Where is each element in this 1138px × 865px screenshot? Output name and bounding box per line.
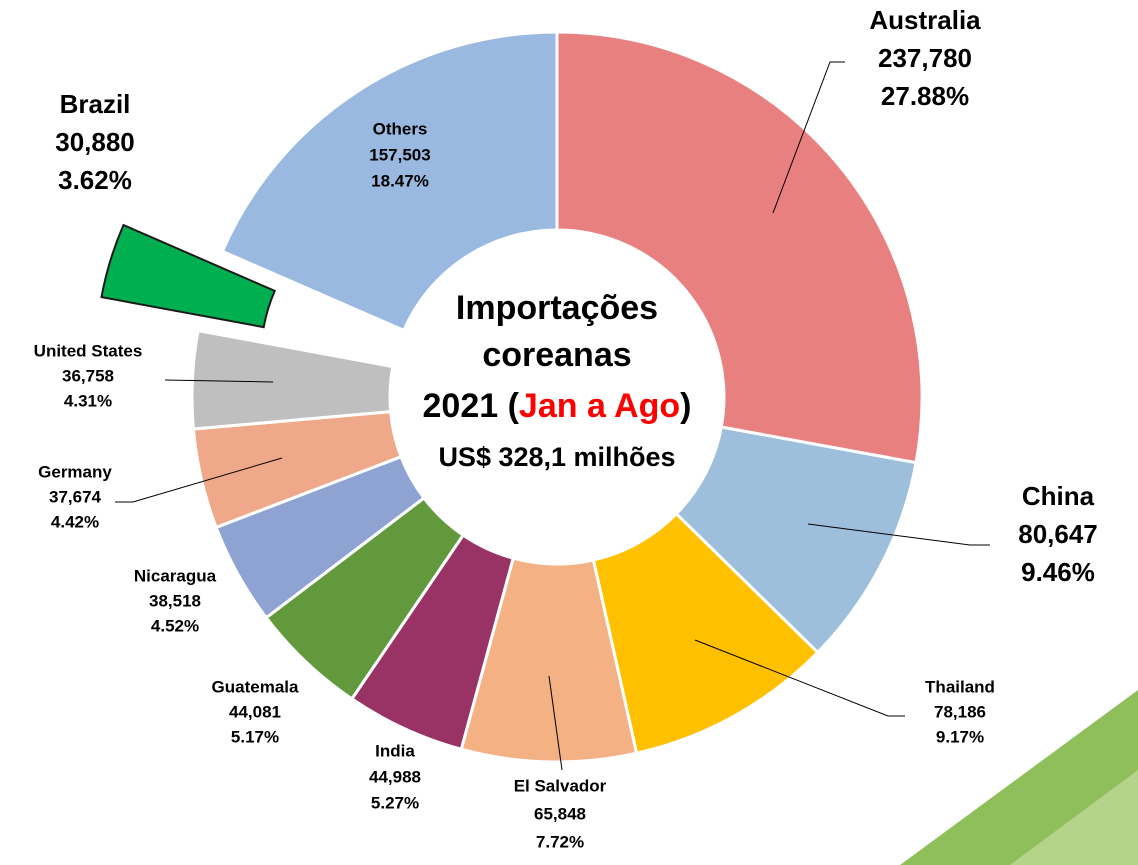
data-label: 7.72% (536, 832, 584, 851)
data-label: 44,081 (229, 702, 281, 721)
leader-line (115, 457, 283, 503)
data-label: 5.27% (371, 793, 419, 812)
slice (591, 511, 820, 756)
data-label: Brazil (60, 89, 131, 119)
data-label: India (375, 741, 415, 760)
data-label: 4.42% (51, 512, 99, 531)
data-label: 157,503 (369, 145, 430, 164)
leader-line (694, 639, 905, 717)
leader-line (548, 675, 563, 771)
data-label: 9.17% (936, 727, 984, 746)
data-label: 36,758 (62, 366, 114, 385)
data-label: 30,880 (55, 127, 135, 157)
center-part: 2021 ( (423, 387, 520, 425)
data-label: 37,674 (49, 487, 102, 506)
data-label: Others (373, 119, 428, 138)
decoration (900, 690, 1138, 865)
center-line: Importações (456, 289, 658, 327)
data-label: China (1022, 481, 1095, 511)
data-label: 18.47% (371, 171, 429, 190)
data-label: United States (34, 341, 143, 360)
data-label: 27.88% (881, 81, 969, 111)
data-label: El Salvador (514, 776, 607, 795)
data-label: Germany (38, 462, 112, 481)
leader-line (807, 523, 990, 546)
data-label: 237,780 (878, 43, 972, 73)
slice (220, 30, 559, 333)
slices (100, 30, 924, 764)
labels: Australia 237,780 27.88% China 80,647 9.46% Th… (34, 5, 1098, 852)
data-label: Guatemala (212, 677, 299, 696)
data-label: 44,988 (369, 767, 421, 786)
leader-line (772, 61, 845, 214)
slice (190, 328, 395, 431)
data-label: 4.52% (151, 616, 199, 635)
data-label: Thailand (925, 677, 995, 696)
data-label: 9.46% (1021, 557, 1095, 587)
leader-line (164, 379, 274, 383)
slice (100, 223, 277, 329)
data-label: 38,518 (149, 591, 201, 610)
data-label: 4.31% (64, 391, 112, 410)
center-part: ) (680, 387, 691, 425)
center-highlight: Jan a Ago (519, 387, 680, 425)
data-label: 65,848 (534, 804, 586, 823)
center-line: 2021 (Jan a Ago) (423, 387, 692, 425)
data-label: Australia (869, 5, 981, 35)
data-label: 78,186 (934, 702, 986, 721)
data-label: 5.17% (231, 727, 279, 746)
data-label: 80,647 (1018, 519, 1098, 549)
center-line: US$ 328,1 milhões (438, 442, 675, 472)
data-label: Nicaragua (134, 566, 217, 585)
slice (555, 30, 924, 465)
center-line: coreanas (482, 336, 631, 374)
data-label: 3.62% (58, 165, 132, 195)
